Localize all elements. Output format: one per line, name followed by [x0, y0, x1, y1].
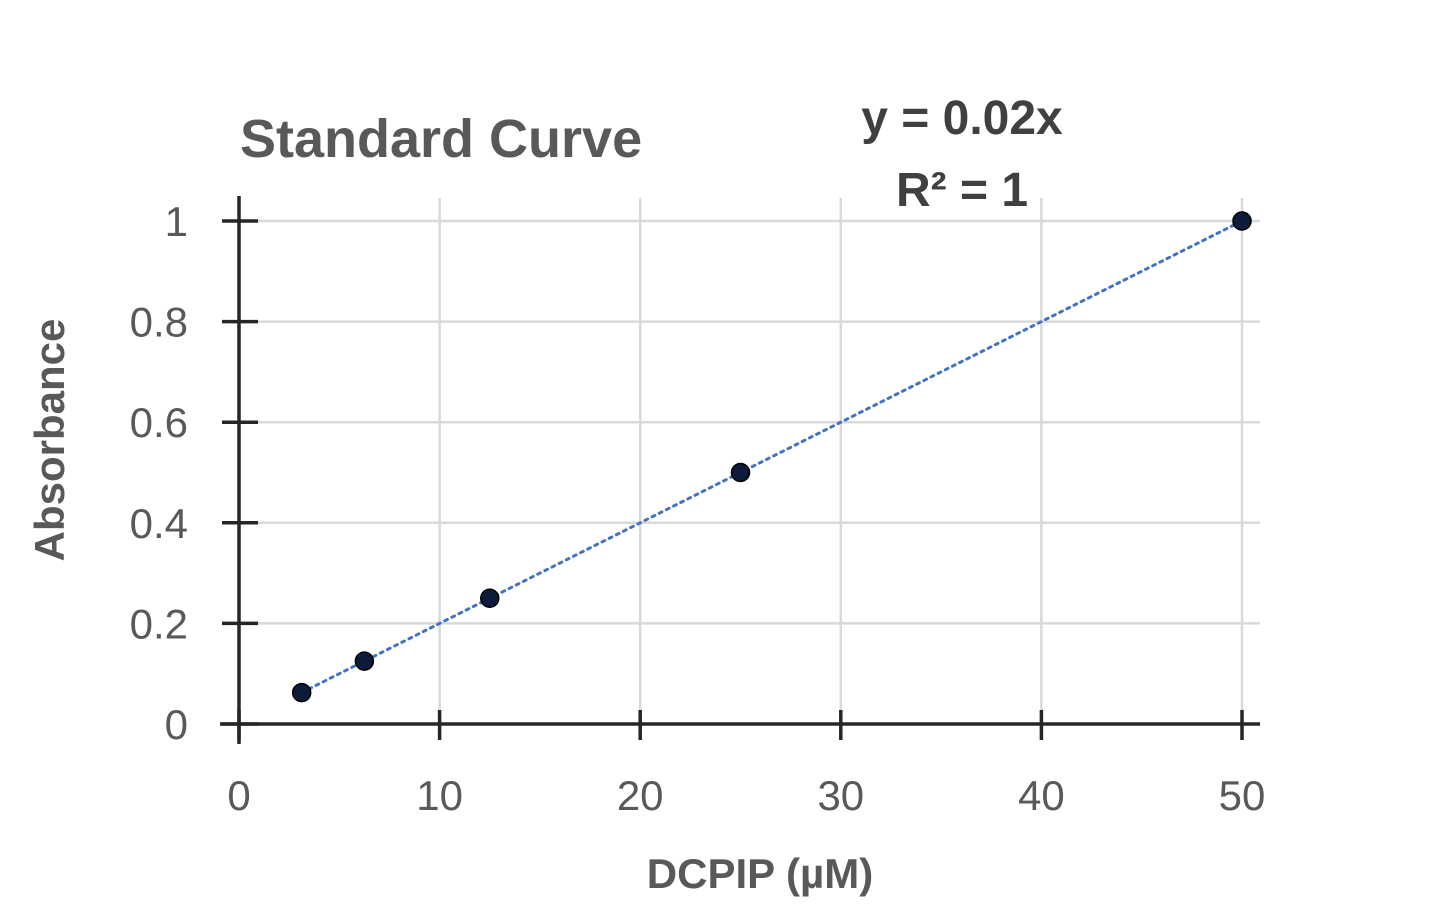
r-squared-label: R² = 1: [896, 164, 1028, 217]
trendline: [300, 219, 1244, 695]
y-tick-label: 0: [165, 701, 188, 748]
y-tick-label: 0.6: [130, 399, 188, 446]
y-tick-label: 0.4: [130, 500, 188, 547]
grid-lines: [239, 198, 1260, 724]
y-tick-label: 0.8: [130, 299, 188, 346]
x-tick-label: 40: [1018, 772, 1065, 819]
trendline-equation: y = 0.02x: [861, 92, 1063, 145]
x-tick-label: 30: [817, 772, 864, 819]
data-point: [480, 588, 500, 608]
data-point: [730, 462, 751, 483]
tick-labels: 0 10 20 30 40 50 0 0.2 0.4 0.6 0.8 1: [130, 198, 1266, 819]
y-tick-label: 0.2: [130, 600, 188, 647]
chart-title: Standard Curve: [240, 109, 642, 169]
data-point: [291, 682, 312, 703]
y-tick-label: 1: [165, 198, 188, 245]
x-tick-label: 20: [617, 772, 664, 819]
x-tick-label: 50: [1219, 772, 1266, 819]
data-points: [291, 211, 1252, 703]
axes: [220, 196, 1260, 744]
data-point: [354, 651, 375, 671]
x-tick-label: 10: [416, 772, 463, 819]
y-axis-title: Absorbance: [26, 319, 73, 562]
x-axis-title: DCPIP (µM): [647, 850, 873, 897]
x-tick-label: 0: [227, 772, 250, 819]
trendline-layer: [300, 219, 1244, 695]
data-point: [1232, 211, 1252, 231]
